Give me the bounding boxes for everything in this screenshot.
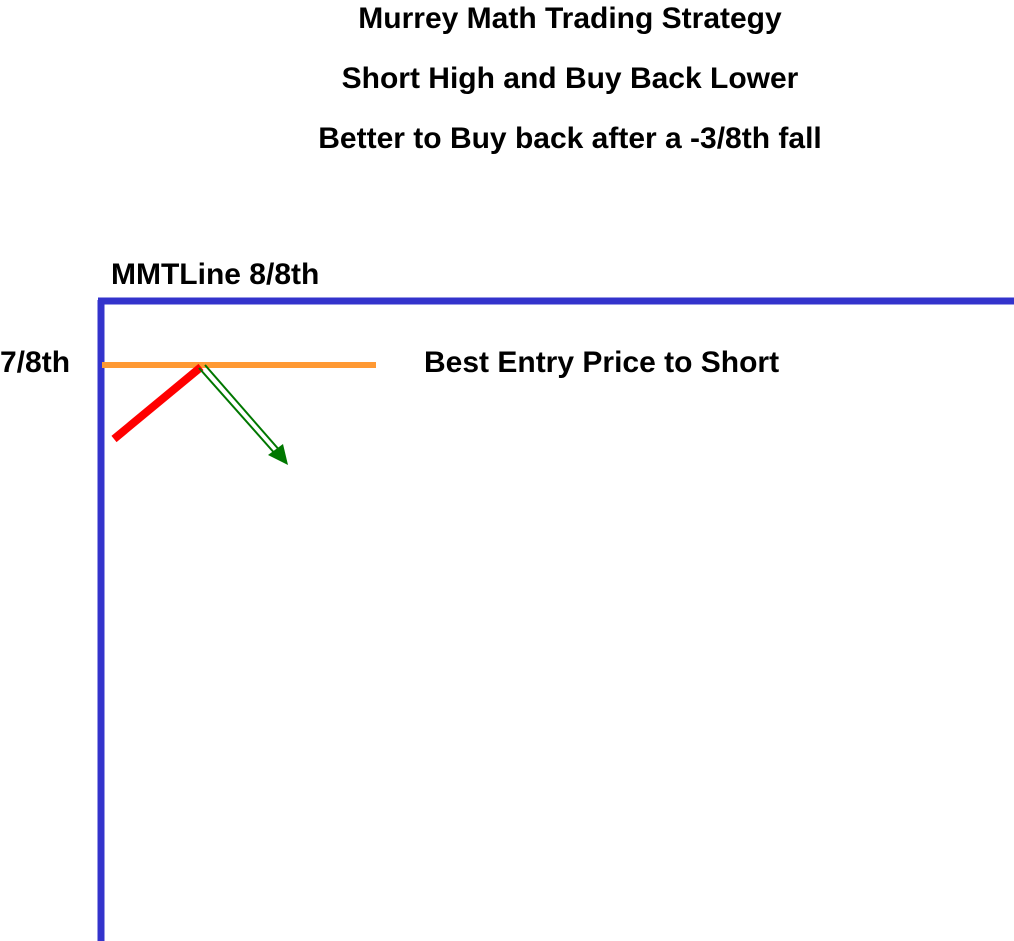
best-entry-label: Best Entry Price to Short — [424, 346, 780, 379]
mmt-line-8-8-label: MMTLine 8/8th — [111, 258, 320, 291]
short-arrow-head — [268, 444, 288, 465]
price-rise-line — [111, 363, 204, 443]
level-7-8-label: 7/8th — [0, 346, 71, 379]
short-arrow-shaft — [204, 364, 282, 453]
title-line-3: Better to Buy back after a -3/8th fall — [318, 122, 822, 155]
title-line-2: Short High and Buy Back Lower — [341, 62, 799, 95]
short-arrow-shaft — [198, 367, 278, 457]
title-line-1: Murrey Math Trading Strategy — [358, 2, 782, 35]
